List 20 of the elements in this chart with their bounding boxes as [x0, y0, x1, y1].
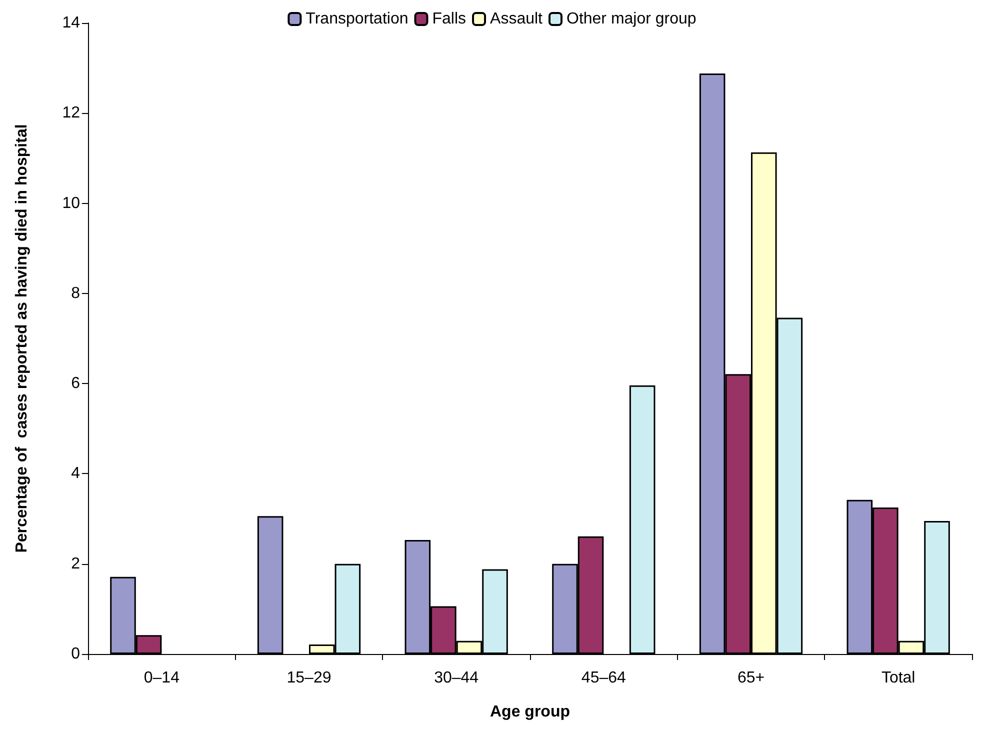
y-tick-label: 12 [62, 104, 80, 122]
x-tick-label: 0–14 [144, 670, 180, 686]
y-tick-label: 14 [62, 14, 80, 32]
legend-label: Assault [490, 10, 544, 28]
x-tick-label: 15–29 [286, 670, 332, 686]
x-tick-label: Total [881, 670, 916, 686]
y-tick-label: 10 [62, 194, 80, 212]
y-tick-label: 8 [71, 284, 80, 302]
x-tick-label: 65+ [737, 670, 765, 686]
legend-label: Other major group [566, 10, 696, 28]
y-tick-label: 4 [71, 465, 80, 482]
y-axis-title: Percentage of cases reported as having died in hospital [14, 124, 30, 553]
y-tick-label: 6 [71, 375, 80, 392]
x-tick-label: 30–44 [434, 670, 479, 686]
x-axis-title: Age group [490, 704, 570, 720]
x-tick-label: 45–64 [581, 670, 626, 686]
legend-label: Transportation [306, 10, 408, 28]
legend-label: Falls [432, 10, 466, 28]
y-tick-label: 2 [71, 555, 80, 572]
y-tick-label: 0 [71, 646, 80, 662]
